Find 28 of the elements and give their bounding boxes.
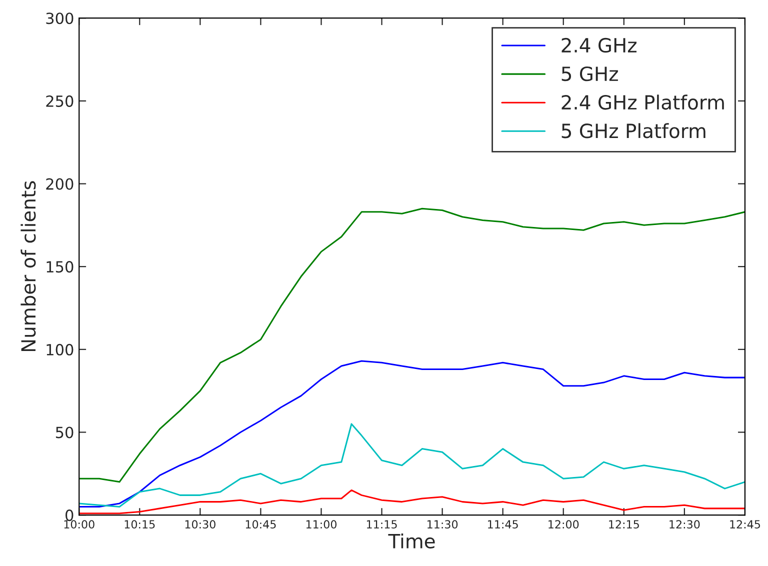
legend-label: 2.4 GHz	[562, 38, 636, 53]
y-tick-label: 0	[66, 510, 74, 522]
y-tick-label: 50	[56, 426, 74, 438]
x-tick-label: 12:00	[548, 520, 579, 529]
line-series	[79, 208, 745, 483]
line-series	[79, 423, 745, 508]
legend-label: 5 GHz	[562, 66, 618, 82]
y-tick-label: 300	[46, 12, 74, 24]
y-tick-label: 150	[46, 261, 74, 273]
line-series	[79, 360, 745, 508]
x-tick-label: 10:15	[124, 520, 155, 529]
x-tick-label: 12:30	[670, 520, 700, 529]
x-tick-label: 11:45	[488, 520, 518, 529]
x-tick-label: 11:30	[428, 520, 458, 529]
legend-label: 2.4 GHz Platform	[562, 94, 724, 110]
x-tick-label: 10:45	[246, 520, 276, 529]
y-tick-label: 100	[46, 344, 74, 356]
x-tick-label: 12:45	[730, 520, 760, 529]
legend-label: 5 GHz Platform	[562, 123, 706, 138]
x-tick-label: 11:15	[366, 520, 397, 529]
x-axis-title: Time	[388, 533, 435, 549]
y-tick-label: 200	[46, 178, 74, 190]
x-tick-label: 12:15	[609, 520, 639, 529]
x-tick-label: 10:00	[64, 520, 94, 529]
x-tick-label: 10:30	[185, 520, 216, 529]
x-tick-label: 11:00	[306, 520, 337, 529]
y-axis-title: Number of clients	[20, 181, 36, 352]
y-tick-label: 250	[46, 95, 74, 107]
